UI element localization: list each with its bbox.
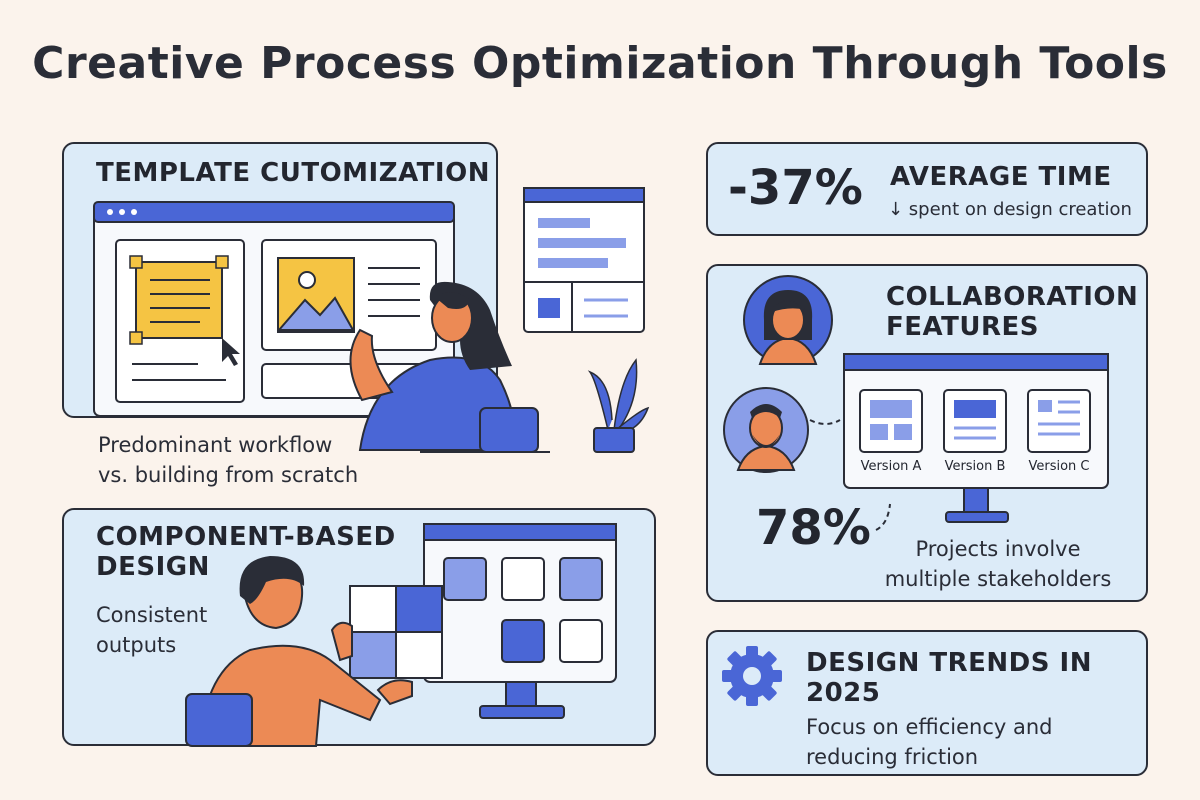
version-a-label: Version A [860, 459, 922, 474]
design-trends-subtitle: Focus on efficiency and reducing frictio… [806, 715, 1053, 769]
cursor-icon [222, 338, 240, 366]
average-time-value: -37% [728, 160, 863, 216]
plant-icon [587, 358, 650, 453]
version-b-label: Version B [944, 459, 1006, 474]
page-title: Creative Process Optimization Through To… [32, 38, 1168, 89]
version-c-label: Version C [1028, 459, 1090, 474]
template-caption: Predominant workflow vs. building from s… [98, 433, 359, 487]
average-time-panel [706, 142, 1148, 236]
component-design-subtitle: Consistent outputs [96, 603, 208, 657]
avatar [743, 275, 833, 365]
stakeholders-stat-value: 78% [756, 500, 871, 556]
average-time-subtitle: ↓ spent on design creation [888, 199, 1132, 220]
collaboration-heading: COLLABORATION FEATURES [886, 282, 1139, 342]
avatar [723, 387, 809, 473]
design-trends-heading: DESIGN TRENDS IN 2025 [806, 648, 1092, 708]
template-customization-heading: TEMPLATE CUTOMIZATION [96, 158, 490, 188]
average-time-heading: AVERAGE TIME [890, 162, 1112, 192]
component-design-heading: COMPONENT-BASED DESIGN [96, 522, 396, 582]
design-trends-panel [706, 630, 1148, 776]
stakeholders-stat-text: Projects involve multiple stakeholders [884, 537, 1112, 591]
